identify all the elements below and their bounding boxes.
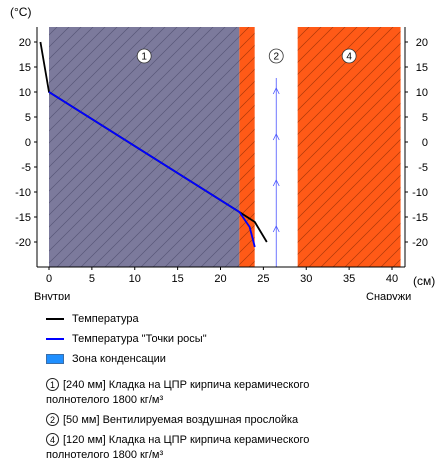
legend: Температура Температура "Точки росы" Зон… bbox=[46, 312, 436, 462]
x-tick-label: 20 bbox=[214, 273, 226, 285]
layer-badge-label: 1 bbox=[141, 52, 147, 63]
y-tick-label-left: 10 bbox=[19, 87, 31, 99]
x-unit-label: (см) bbox=[413, 274, 435, 288]
y-tick-label-right: 10 bbox=[416, 87, 428, 99]
y-tick-label-right: -10 bbox=[412, 187, 428, 199]
layer-info-4: 4 [120 мм] Кладка на ЦПР кирпича керамич… bbox=[46, 433, 436, 463]
condensation-legend-label: Зона конденсации bbox=[72, 353, 166, 365]
layer-desc-line1: [240 мм] Кладка на ЦПР кирпича керамичес… bbox=[63, 379, 310, 391]
y-tick-label-left: 15 bbox=[19, 62, 31, 74]
x-tick-label: 30 bbox=[300, 273, 312, 285]
x-tick-label: 40 bbox=[386, 273, 398, 285]
outside-label: Снаружи bbox=[366, 291, 411, 300]
air-flow-arrow-icon bbox=[272, 179, 280, 187]
layer-number-badge: 1 bbox=[46, 378, 59, 391]
temperature-lines bbox=[39, 41, 268, 248]
layer-desc-line1: [120 мм] Кладка на ЦПР кирпича керамичес… bbox=[63, 434, 310, 446]
legend-dew-point: Температура "Точки росы" bbox=[46, 332, 346, 346]
wall-layer-hatch-0 bbox=[49, 27, 240, 267]
air-flow-arrow-icon bbox=[272, 133, 280, 141]
layer-badge-circle bbox=[341, 48, 357, 64]
y-tick-label-right: 15 bbox=[416, 62, 428, 74]
x-tick-label: 10 bbox=[129, 273, 141, 285]
layer-desc-line2: полнотелого 1800 кг/м³ bbox=[46, 449, 164, 461]
y-tick-label-left: -5 bbox=[21, 162, 31, 174]
y-tick-label-right: 0 bbox=[422, 137, 428, 149]
y-tick-label-left: -15 bbox=[15, 212, 31, 224]
temperature-legend-label: Температура bbox=[72, 313, 139, 325]
air-flow-arrows bbox=[272, 78, 280, 267]
layer-badges: 1 2 4 bbox=[136, 48, 357, 64]
y-tick-label-left: 5 bbox=[25, 112, 31, 124]
x-tick-label: 35 bbox=[343, 273, 355, 285]
axes: 20 20 15 15 10 10 5 5 0 0 -5 -5 -10 -10 -15 -15 -20 -20 0 5… bbox=[15, 27, 428, 285]
layer-badge-circle bbox=[268, 48, 284, 64]
layer-badge-label: 4 bbox=[346, 52, 352, 63]
temperature-line-swatch bbox=[46, 318, 64, 320]
x-tick-label: 5 bbox=[89, 273, 95, 285]
x-tick-label: 25 bbox=[257, 273, 269, 285]
y-tick-label-right: 5 bbox=[422, 112, 428, 124]
y-tick-label-left: -20 bbox=[15, 237, 31, 249]
y-tick-label-left: 20 bbox=[19, 37, 31, 49]
layer-desc-line1: [50 мм] Вентилируемая воздушная прослойк… bbox=[63, 414, 299, 426]
condensation-swatch bbox=[46, 354, 64, 364]
layer-badge-label: 2 bbox=[273, 52, 279, 63]
wall-layer-hatch-1 bbox=[239, 27, 255, 267]
y-tick-label-right: -20 bbox=[412, 237, 428, 249]
x-tick-label: 15 bbox=[172, 273, 184, 285]
y-tick-label-left: 0 bbox=[25, 137, 31, 149]
layer-info-1: 1 [240 мм] Кладка на ЦПР кирпича керамич… bbox=[46, 378, 436, 408]
layer-badge-circle bbox=[136, 48, 152, 64]
layer-info-2: 2 [50 мм] Вентилируемая воздушная просло… bbox=[46, 413, 436, 429]
legend-temperature: Температура bbox=[46, 312, 346, 326]
y-tick-label-right: 20 bbox=[416, 37, 428, 49]
layer-desc-line2: полнотелого 1800 кг/м³ bbox=[46, 394, 164, 406]
air-flow-arrow-icon bbox=[272, 87, 280, 95]
y-tick-label-right: -15 bbox=[412, 212, 428, 224]
dew-point-legend-label: Температура "Точки росы" bbox=[72, 333, 207, 345]
wall-layer-hatch-3 bbox=[297, 27, 401, 267]
layer-number-badge: 4 bbox=[46, 433, 59, 446]
x-tick-label: 0 bbox=[46, 273, 52, 285]
layer-number-badge: 2 bbox=[46, 413, 59, 426]
y-tick-label-left: -10 bbox=[15, 187, 31, 199]
dew-point-line bbox=[48, 91, 256, 248]
y-unit-label: (°C) bbox=[10, 5, 31, 19]
y-tick-label-right: -5 bbox=[418, 162, 428, 174]
legend-condensation: Зона конденсации bbox=[46, 352, 346, 366]
inside-label: Внутри bbox=[34, 291, 70, 300]
dew-point-line-swatch bbox=[46, 338, 64, 340]
air-flow-arrow-icon bbox=[272, 225, 280, 233]
